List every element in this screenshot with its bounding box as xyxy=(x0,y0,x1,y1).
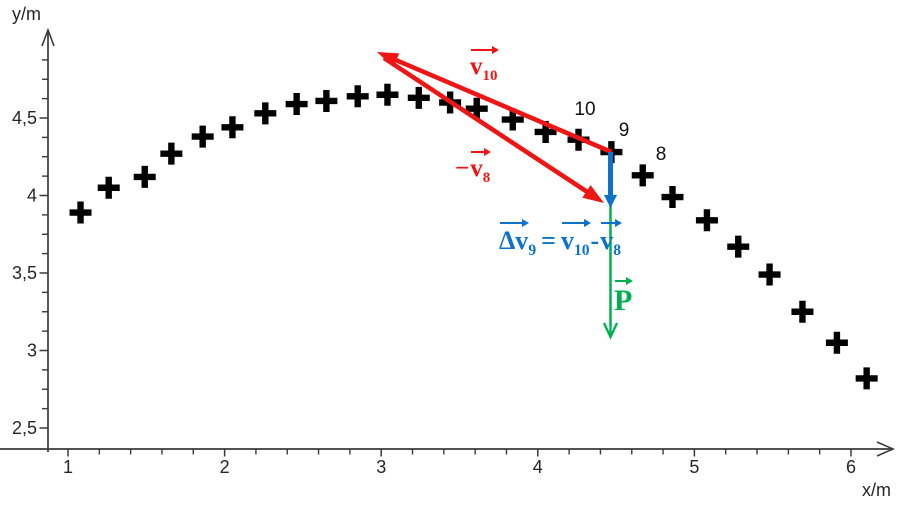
minus-operator: - xyxy=(590,226,600,255)
y-tick-label: 2,5 xyxy=(12,418,37,438)
x-tick-label: 1 xyxy=(63,457,73,477)
x-tick-label: 5 xyxy=(689,457,699,477)
x-tick-label: 4 xyxy=(533,457,543,477)
weight-vector-label: P xyxy=(614,276,634,317)
p-overarrow: P xyxy=(614,276,634,317)
equals-sign: = xyxy=(541,226,556,255)
delta-v-equation: Δv9 = v10-v8 xyxy=(499,218,622,260)
point-label-10: 10 xyxy=(574,99,596,120)
point-label-9: 9 xyxy=(618,120,630,141)
delta-v9-term: Δv xyxy=(499,218,530,254)
vector-neg-v8 xyxy=(382,56,591,196)
vector-neg-v8-arrowhead xyxy=(582,185,604,203)
v10-vector-label: v10 xyxy=(470,45,498,85)
x-tick-label: 6 xyxy=(846,457,856,477)
vector-v10 xyxy=(392,56,613,155)
data-markers xyxy=(69,83,878,390)
y-tick-label: 4 xyxy=(27,186,37,206)
v10-term: v10 xyxy=(561,218,591,260)
point-label-8: 8 xyxy=(655,144,667,165)
x-tick-label: 2 xyxy=(220,457,230,477)
y-axis-label: y/m xyxy=(12,4,41,24)
y-tick-label: 4,5 xyxy=(12,108,37,128)
vector-delta-v9-arrowhead xyxy=(604,195,617,208)
v8-overarrow: v8 xyxy=(470,147,492,187)
x-axis-arrowhead xyxy=(876,441,895,457)
y-tick-label: 3 xyxy=(27,341,37,361)
x-tick-label: 3 xyxy=(376,457,386,477)
neg-v8-vector-label: −v8 xyxy=(455,147,492,187)
vector-weight-P-arrowhead xyxy=(602,322,619,340)
y-tick-label: 3,5 xyxy=(12,263,37,283)
y-axis-arrowhead xyxy=(41,27,55,47)
x-axis-label: x/m xyxy=(862,480,891,500)
v10-overarrow: v10 xyxy=(470,45,498,85)
v8-term: v8 xyxy=(600,218,622,260)
minus-sign: − xyxy=(455,155,470,182)
